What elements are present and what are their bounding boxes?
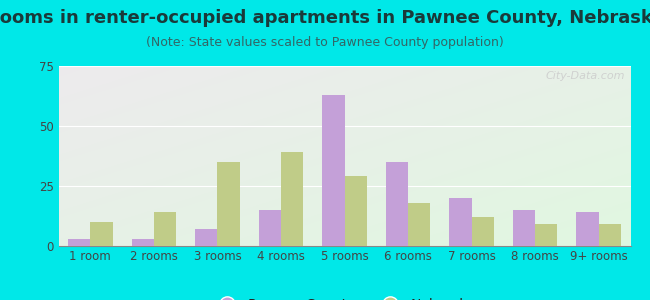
Bar	[386, 162, 408, 246]
Bar	[408, 203, 430, 246]
Bar	[281, 152, 303, 246]
Bar	[90, 222, 112, 246]
Bar	[154, 212, 176, 246]
Bar	[322, 95, 344, 246]
Text: Rooms in renter-occupied apartments in Pawnee County, Nebraska: Rooms in renter-occupied apartments in P…	[0, 9, 650, 27]
Bar	[535, 224, 558, 246]
Bar	[68, 239, 90, 246]
Bar	[195, 229, 217, 246]
Bar	[131, 239, 154, 246]
Bar	[472, 217, 494, 246]
Bar	[513, 210, 535, 246]
Bar	[259, 210, 281, 246]
Bar	[217, 162, 240, 246]
Text: City-Data.com: City-Data.com	[545, 71, 625, 81]
Bar	[449, 198, 472, 246]
Bar	[599, 224, 621, 246]
Bar	[344, 176, 367, 246]
Text: (Note: State values scaled to Pawnee County population): (Note: State values scaled to Pawnee Cou…	[146, 36, 504, 49]
Legend: Pawnee County, Nebraska: Pawnee County, Nebraska	[207, 292, 482, 300]
Bar	[577, 212, 599, 246]
